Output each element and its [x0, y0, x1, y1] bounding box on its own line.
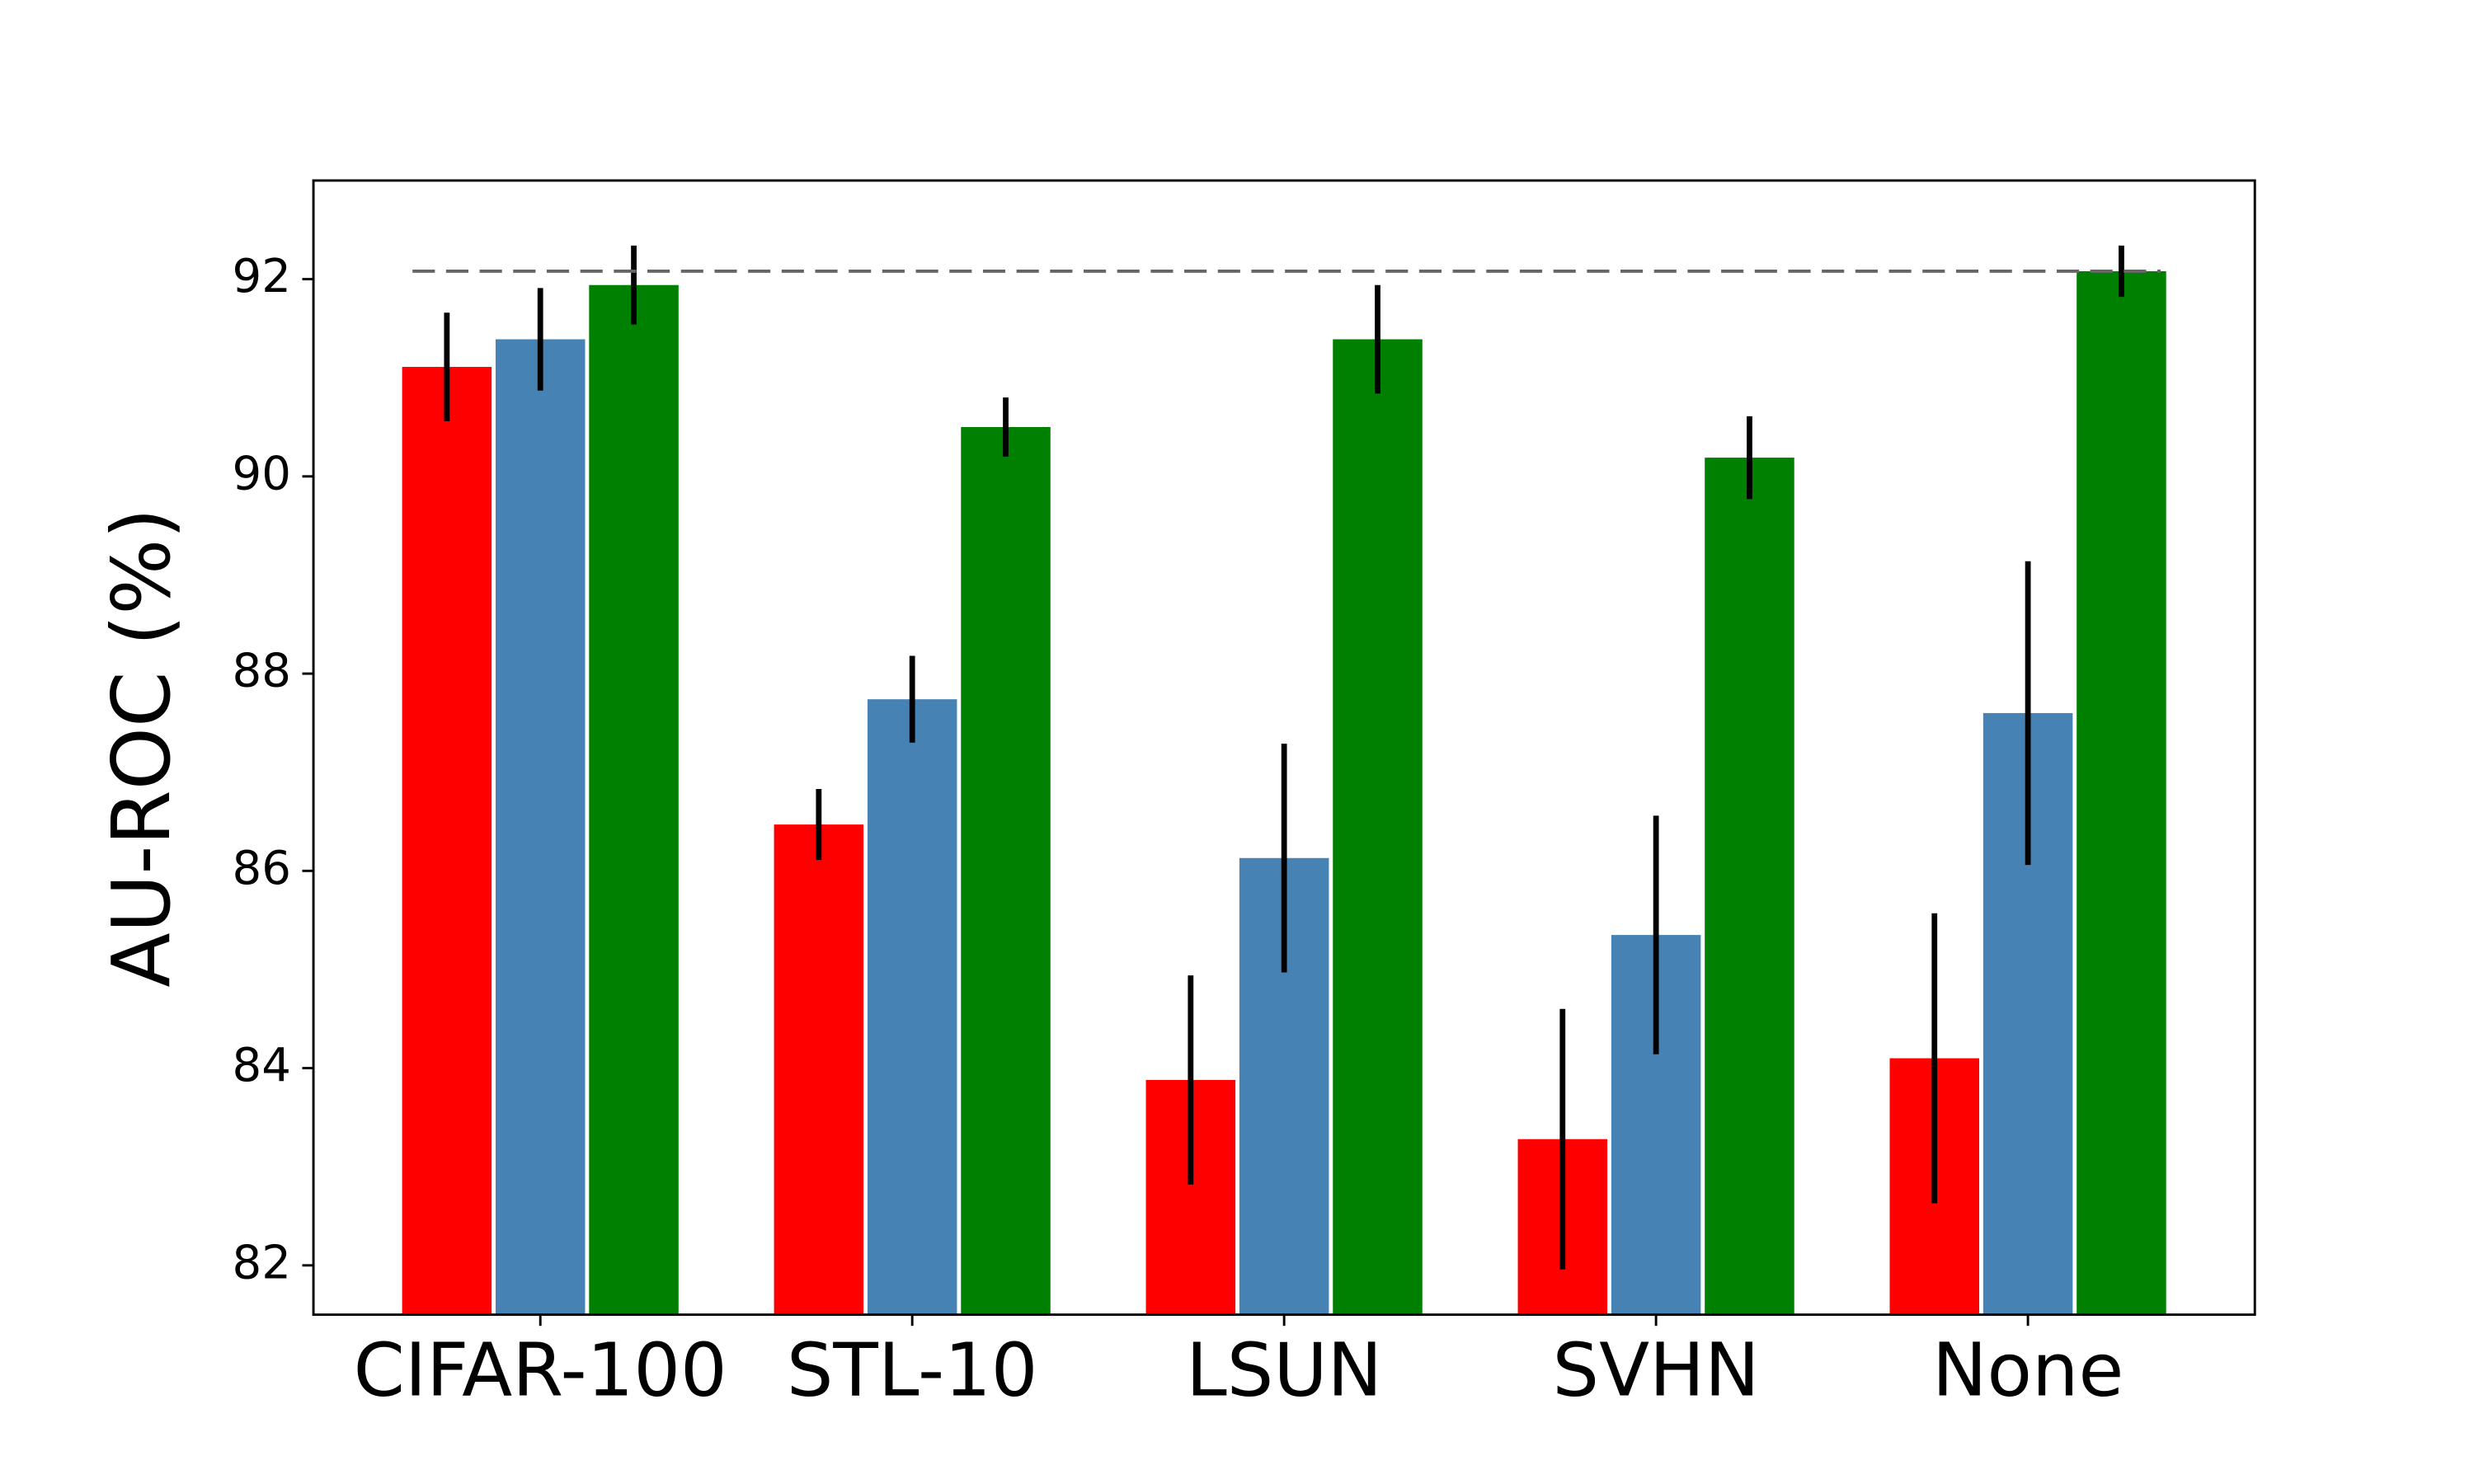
- x-tick-label: STL-10: [787, 1328, 1038, 1414]
- x-tick-label: SVHN: [1553, 1328, 1760, 1414]
- bar: [867, 699, 957, 1315]
- bar: [589, 284, 679, 1315]
- y-tick-label: 88: [232, 645, 290, 698]
- bar: [495, 339, 586, 1315]
- x-tick-label: CIFAR-100: [354, 1328, 727, 1414]
- y-tick-label: 92: [232, 250, 290, 303]
- bar: [1705, 458, 1794, 1315]
- x-tick-label: None: [1932, 1328, 2124, 1414]
- bar: [402, 367, 492, 1315]
- y-tick-label: 86: [232, 842, 290, 895]
- y-tick-label: 82: [232, 1236, 290, 1289]
- bar: [2077, 270, 2166, 1315]
- bar: [961, 427, 1051, 1315]
- x-tick-label: LSUN: [1186, 1328, 1382, 1414]
- y-tick-label: 84: [232, 1039, 290, 1092]
- plot-frame: [312, 179, 2256, 1317]
- y-tick-label: 90: [232, 447, 290, 500]
- bar: [1333, 339, 1423, 1315]
- y-axis-label: AU-ROC (%): [95, 508, 188, 988]
- bar: [774, 824, 864, 1315]
